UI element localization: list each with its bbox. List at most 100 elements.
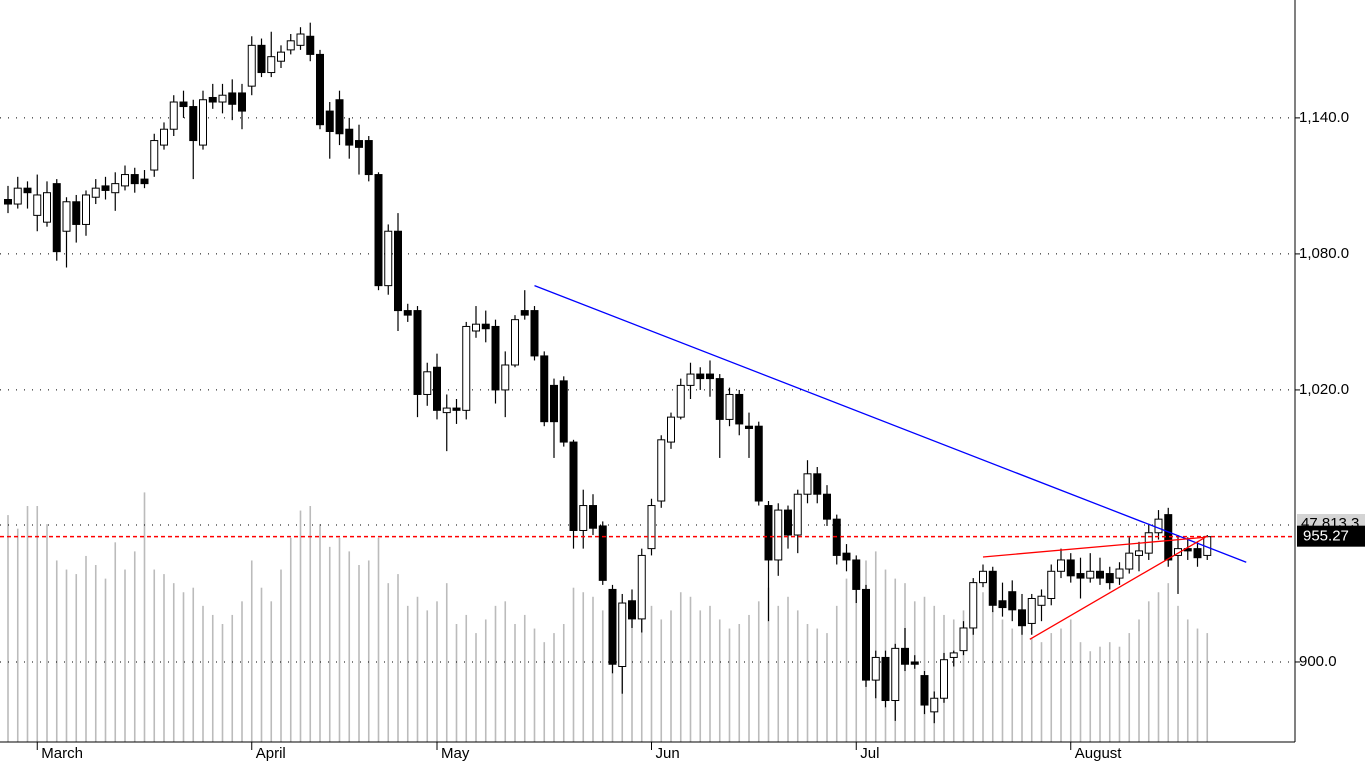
- candle-body: [394, 230, 402, 312]
- candle-body: [1154, 518, 1163, 534]
- candle-body: [862, 588, 870, 681]
- volume-bar: [1167, 583, 1170, 742]
- candle-body: [140, 178, 149, 185]
- candle-body: [657, 439, 666, 502]
- volume-bar: [845, 578, 848, 742]
- volume-bar: [640, 614, 643, 742]
- candle-body: [920, 675, 929, 706]
- candle-body: [355, 140, 363, 148]
- x-tick-label: Jul: [860, 745, 879, 762]
- y-tick-label: 1,020.0: [1299, 381, 1349, 398]
- candle-body: [618, 602, 627, 668]
- volume-bar: [397, 574, 399, 742]
- volume-bar: [1089, 651, 1092, 742]
- volume-bar: [660, 619, 663, 742]
- candle-body: [1018, 609, 1026, 627]
- volume-bar: [153, 569, 156, 742]
- candle-body: [1057, 559, 1065, 572]
- volume-bar: [260, 587, 263, 742]
- candle-body: [988, 570, 997, 606]
- candle-body: [735, 393, 744, 425]
- candle-body: [550, 384, 558, 423]
- candle-body: [901, 647, 909, 665]
- candle-body: [335, 99, 344, 135]
- candle-body: [540, 355, 549, 423]
- candle-body: [813, 473, 822, 495]
- candle-body: [569, 441, 578, 531]
- volume-bar: [504, 601, 507, 742]
- volume-bar: [46, 524, 48, 742]
- candle-body: [784, 509, 792, 536]
- volume-bar: [387, 583, 390, 742]
- volume-bar: [670, 610, 672, 742]
- volume-bar: [757, 601, 760, 742]
- candle-body: [189, 106, 198, 142]
- candle-body: [959, 627, 968, 652]
- candle-body: [316, 53, 324, 126]
- volume-bar: [85, 555, 87, 742]
- volume-bar: [143, 492, 146, 742]
- volume-bar: [94, 565, 97, 742]
- candle-body: [1086, 570, 1095, 579]
- volume-bar: [650, 605, 653, 742]
- candle-body: [589, 505, 597, 529]
- trendline: [1029, 536, 1206, 640]
- volume-bar: [689, 596, 692, 742]
- candle-body: [33, 194, 42, 216]
- x-tick-label: August: [1075, 745, 1123, 762]
- candle-body: [754, 425, 763, 502]
- candle-body: [121, 174, 129, 187]
- volume-bar: [1147, 601, 1150, 742]
- candle-body: [218, 94, 227, 103]
- volume-bar: [1050, 633, 1053, 742]
- volume-bar: [133, 551, 136, 742]
- candle-body: [101, 185, 110, 191]
- candle-body: [1125, 552, 1134, 570]
- candle-body: [745, 425, 753, 429]
- candle-body: [1115, 568, 1124, 579]
- candle-body: [774, 509, 783, 561]
- volume-bar: [338, 537, 341, 742]
- candle-body: [130, 174, 139, 185]
- volume-bar: [631, 619, 633, 742]
- volume-bar: [231, 614, 234, 742]
- volume-bar: [874, 551, 877, 742]
- volume-bar: [855, 583, 858, 742]
- candle-body: [706, 373, 714, 380]
- volume-bar: [55, 560, 58, 742]
- volume-bar: [163, 574, 165, 742]
- candle-body: [481, 323, 490, 330]
- volume-bar: [270, 601, 273, 742]
- volume-bar: [289, 537, 292, 742]
- volume-bar: [328, 546, 331, 742]
- volume-bar: [991, 610, 994, 742]
- volume-bar: [1069, 619, 1072, 742]
- volume-bar: [75, 574, 78, 742]
- candle-body: [637, 554, 646, 620]
- volume-bar: [748, 614, 750, 742]
- volume-bar: [582, 592, 585, 742]
- x-tick-label: April: [256, 745, 286, 762]
- volume-bar: [1040, 642, 1043, 742]
- candle-body: [1096, 570, 1104, 579]
- candle-body: [793, 493, 802, 536]
- candle-body: [111, 183, 120, 194]
- candle-body: [598, 525, 607, 581]
- candle-body: [1135, 550, 1143, 556]
- candle-body: [696, 373, 705, 380]
- volume-bar: [1186, 619, 1189, 742]
- volume-bar: [211, 614, 214, 742]
- volume-bar: [543, 642, 546, 742]
- volume-bar: [1128, 633, 1131, 742]
- volume-bar: [1206, 633, 1209, 742]
- volume-bar: [250, 560, 253, 742]
- volume-bar: [1099, 646, 1101, 742]
- candle-body: [43, 192, 51, 223]
- trendline: [534, 285, 1247, 563]
- candle-body: [1037, 595, 1046, 606]
- candle-body: [998, 600, 1007, 609]
- candle-body: [579, 505, 588, 531]
- volume-bar: [1021, 624, 1023, 742]
- candle-body: [228, 92, 237, 105]
- volume-bar: [1138, 619, 1140, 742]
